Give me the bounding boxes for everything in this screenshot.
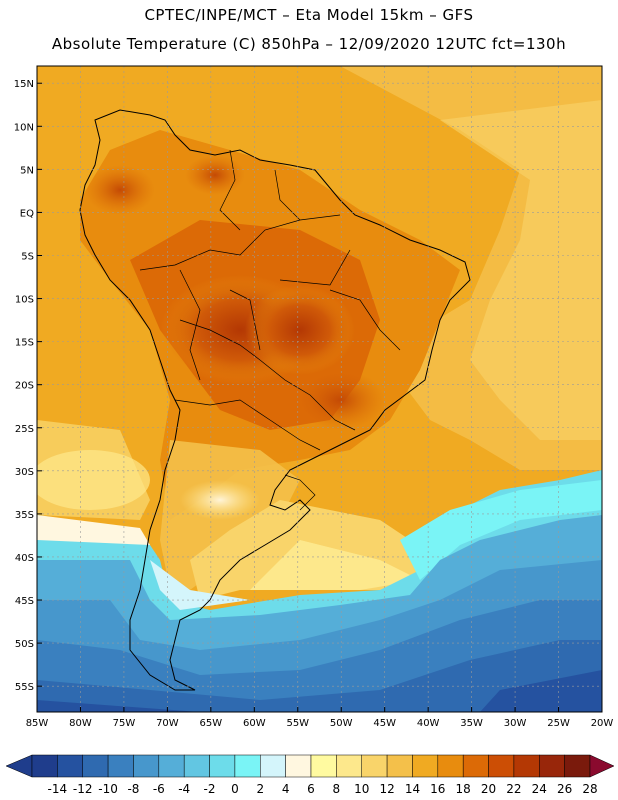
colorbar-label: 12 xyxy=(379,782,394,796)
colorbar-swatch xyxy=(57,754,83,778)
colorbar-label: 22 xyxy=(506,782,521,796)
colorbar-swatch xyxy=(336,754,362,778)
lon-tick-label: 75W xyxy=(113,718,136,729)
colorbar-swatch xyxy=(513,754,540,778)
colorbar-swatch xyxy=(386,754,413,778)
colorbar-label: 2 xyxy=(256,782,264,796)
lat-tick-label: 40S xyxy=(15,553,34,564)
colorbar-swatch xyxy=(462,754,489,778)
lat-tick-label: 15S xyxy=(15,338,34,349)
colorbar-label: 8 xyxy=(333,782,341,796)
title-line-1: CPTEC/INPE/MCT – Eta Model 15km – GFS xyxy=(144,6,474,24)
colorbar-swatch xyxy=(488,754,515,778)
lon-tick-label: 55W xyxy=(286,718,309,729)
lon-tick-label: 40W xyxy=(417,718,440,729)
lat-tick-label: 30S xyxy=(15,467,34,478)
colorbar-labels: -14 -12 -10 -8 -6 -4 -2 0 2 4 6 8 10 12 14 16 18 20 22 24 26… xyxy=(48,782,598,796)
colorbar-label: 28 xyxy=(582,782,597,796)
colorbar-label: 10 xyxy=(354,782,369,796)
colorbar-label: 26 xyxy=(557,782,572,796)
colorbar-swatch xyxy=(31,754,58,778)
lon-tick-label: 25W xyxy=(547,718,570,729)
lon-tick-label: 20W xyxy=(591,718,614,729)
axis-ticks xyxy=(36,82,603,712)
colorbar-right-arrow xyxy=(589,754,615,778)
lat-tick-label: 10N xyxy=(14,122,34,133)
colorbar-swatch xyxy=(133,754,160,778)
colorbar-swatch xyxy=(209,754,236,778)
colorbar-label: -14 xyxy=(48,782,68,796)
colorbar-label: -2 xyxy=(204,782,216,796)
lon-tick-label: 60W xyxy=(243,718,266,729)
lon-tick-label: 35W xyxy=(460,718,483,729)
lon-tick-label: 70W xyxy=(156,718,179,729)
graticule xyxy=(37,66,602,712)
lat-tick-label: 25S xyxy=(15,424,34,435)
lat-tick-label: 5S xyxy=(21,251,34,262)
lat-tick-label: 15N xyxy=(14,79,34,90)
colorbar-swatch xyxy=(361,754,388,778)
coastline xyxy=(79,109,471,691)
colorbar-label: 4 xyxy=(282,782,290,796)
lon-tick-label: 85W xyxy=(26,718,49,729)
colorbar-label: -4 xyxy=(178,782,190,796)
lat-tick-label: 45S xyxy=(15,596,34,607)
colorbar-label: 20 xyxy=(481,782,496,796)
lat-tick-label: 20S xyxy=(15,381,34,392)
temperature-field xyxy=(37,66,602,712)
colorbar-label: 14 xyxy=(405,782,420,796)
colorbar-swatch xyxy=(412,754,439,778)
lon-tick-label: 50W xyxy=(330,718,353,729)
colorbar-label: 0 xyxy=(231,782,239,796)
lat-tick-label: 35S xyxy=(15,510,34,521)
colorbar-label: 18 xyxy=(456,782,471,796)
colorbar-label: 16 xyxy=(430,782,445,796)
colorbar-label: -8 xyxy=(127,782,139,796)
longitude-labels: 85W 80W 75W 70W 65W 60W 55W 50W 45W 40W 35W 30W 25W 2… xyxy=(26,718,614,729)
colorbar-swatch xyxy=(82,754,109,778)
colorbar-label: 6 xyxy=(307,782,315,796)
colorbar-swatch xyxy=(285,754,312,778)
colorbar: -14 -12 -10 -8 -6 -4 -2 0 2 4 6 8 10 12 14 16 18 20 22 24 26… xyxy=(5,754,615,796)
colorbar-swatch xyxy=(539,754,565,778)
colorbar-label: -12 xyxy=(73,782,93,796)
colorbar-swatch xyxy=(158,754,185,778)
lon-tick-label: 80W xyxy=(69,718,92,729)
temperature-map: 15N 10N 5N EQ 5S 10S 15S 20S 25S 30S 35S 40S 45S 50S 5… xyxy=(14,65,614,729)
colorbar-label: -10 xyxy=(98,782,118,796)
colorbar-label: 24 xyxy=(532,782,547,796)
lat-tick-label: 55S xyxy=(15,682,34,693)
lat-tick-label: 10S xyxy=(15,295,34,306)
colorbar-swatch xyxy=(260,754,286,778)
colorbar-swatch xyxy=(310,754,337,778)
colorbar-swatch xyxy=(234,754,261,778)
colorbar-left-arrow xyxy=(5,754,33,778)
lon-tick-label: 30W xyxy=(504,718,527,729)
colorbar-swatches xyxy=(5,754,615,778)
country-borders xyxy=(139,149,401,511)
colorbar-swatch xyxy=(107,754,134,778)
latitude-labels: 15N 10N 5N EQ 5S 10S 15S 20S 25S 30S 35S 40S 45S 50S 5… xyxy=(14,79,34,693)
colorbar-swatch xyxy=(437,754,464,778)
colorbar-label: -6 xyxy=(153,782,165,796)
colorbar-swatch xyxy=(183,754,210,778)
lat-tick-label: 50S xyxy=(15,639,34,650)
colorbar-swatch xyxy=(564,754,591,778)
title-line-2: Absolute Temperature (C) 850hPa – 12/09/… xyxy=(51,35,567,53)
lat-tick-label: 5N xyxy=(20,165,34,176)
lat-tick-label: EQ xyxy=(20,208,34,219)
map-frame xyxy=(36,65,603,713)
lon-tick-label: 45W xyxy=(373,718,396,729)
lon-tick-label: 65W xyxy=(200,718,223,729)
